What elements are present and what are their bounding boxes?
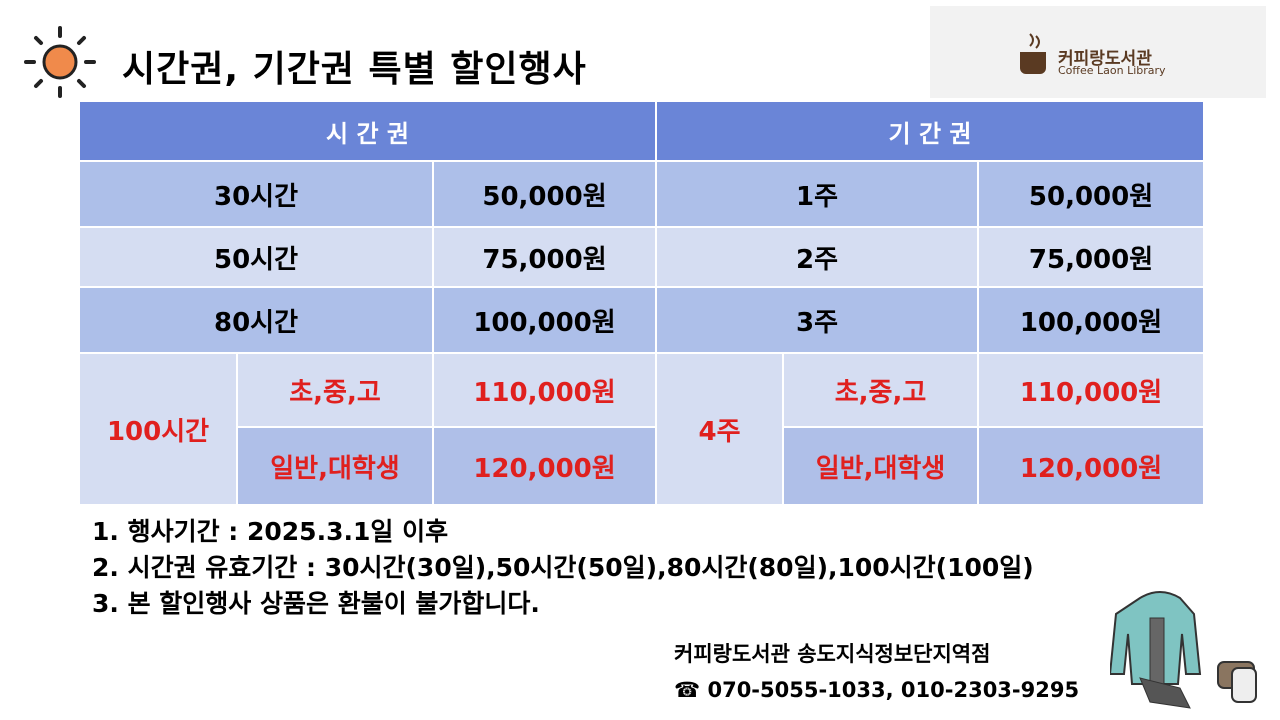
price-cell: 120,000원 (977, 426, 1206, 506)
duration-cell: 1주 (655, 160, 980, 228)
duration-cell: 80시간 (78, 286, 434, 354)
mascot-illustration (1110, 591, 1257, 709)
note: 1. 행사기간 : 2025.3.1일 이후 (92, 517, 449, 546)
header-cell: 기 간 권 (655, 100, 1206, 162)
price-cell: 75,000원 (977, 226, 1206, 288)
price-cell: 75,000원 (431, 226, 658, 288)
duration-cell: 2주 (655, 226, 980, 288)
table-row: 80시간 100,000원 3주 100,000원 (78, 286, 1206, 354)
duration-cell: 3주 (655, 286, 980, 354)
tier-cell: 초,중,고 (236, 352, 434, 428)
duration-cell: 30시간 (78, 160, 434, 228)
logo: 커피랑도서관 Coffee Laon Library (930, 6, 1266, 98)
table-row: 30시간 50,000원 1주 50,000원 (78, 160, 1206, 228)
logo-name: 커피랑도서관 (1058, 49, 1152, 69)
special-week: 4주 (655, 352, 785, 506)
tier-cell: 일반,대학생 (236, 426, 434, 506)
price-cell: 110,000원 (431, 352, 658, 428)
phone: ☎ 070-5055-1033, 010-2303-9295 (674, 678, 1080, 702)
price-cell: 110,000원 (977, 352, 1206, 428)
table-row: 50시간 75,000원 2주 75,000원 (78, 226, 1206, 288)
notes: 1. 행사기간 : 2025.3.1일 이후 2. 시간권 유효기간 : 30시간… (92, 514, 1034, 622)
note: 2. 시간권 유효기간 : 30시간(30일),50시간(50일),80시간(8… (92, 553, 1034, 582)
logo-cup (1020, 33, 1046, 74)
tier-cell: 일반,대학생 (782, 426, 980, 506)
special-hour: 100시간 (78, 352, 238, 506)
logo-subtitle: Coffee Laon Library (1058, 64, 1166, 77)
sun-icon (24, 26, 96, 98)
tier-cell: 초,중,고 (782, 352, 980, 428)
price-cell: 50,000원 (431, 160, 658, 228)
price-cell: 50,000원 (977, 160, 1206, 228)
page-title: 시간권, 기간권 특별 할인행사 (122, 49, 587, 90)
footer: 커피랑도서관 송도지식정보단지역점 ☎ 070-5055-1033, 010-2… (674, 636, 1079, 708)
branch: 커피랑도서관 송도지식정보단지역점 (674, 642, 991, 666)
price-cell: 100,000원 (977, 286, 1206, 354)
price-cell: 120,000원 (431, 426, 658, 506)
note: 3. 본 할인행사 상품은 환불이 불가합니다. (92, 589, 540, 618)
header-cell: 시 간 권 (77, 100, 658, 162)
duration-cell: 50시간 (78, 226, 434, 288)
price-cell: 100,000원 (431, 286, 658, 354)
